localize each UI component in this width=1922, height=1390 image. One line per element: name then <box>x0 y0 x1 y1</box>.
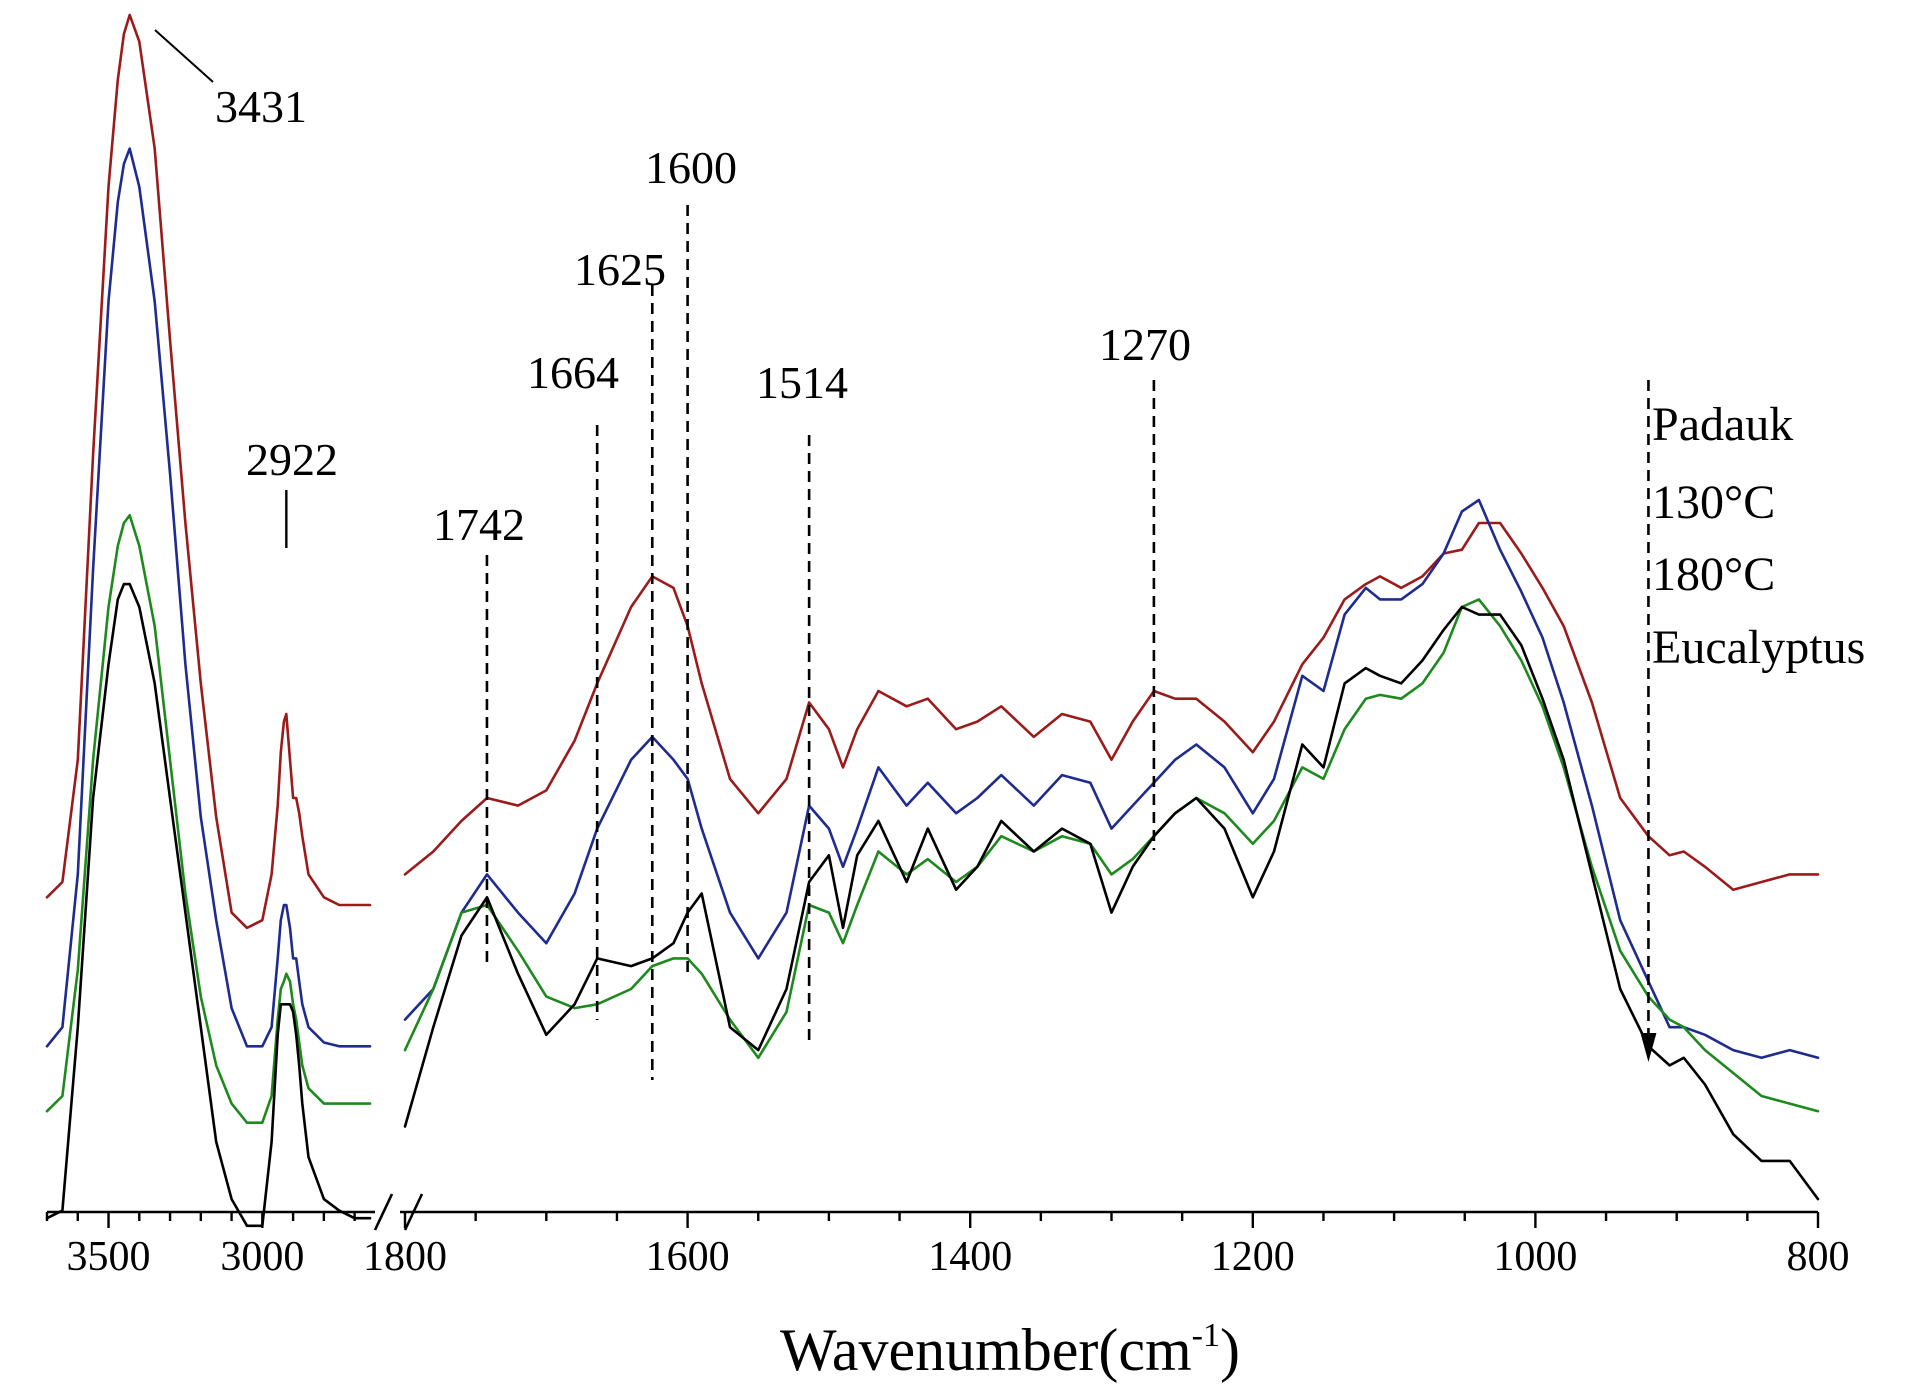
spectrum-line-eucalyptus-right <box>403 605 1820 1201</box>
x-axis-title: Wavenumber(cm-1) <box>780 1317 1240 1383</box>
peak-label-1514: 1514 <box>756 357 848 408</box>
spectrum-line-padauk-left <box>45 13 372 930</box>
x-tick-label-3500: 3500 <box>67 1234 151 1280</box>
peak-markers <box>285 205 1657 1080</box>
legend-label-180c: 180°C <box>1652 548 1775 601</box>
spectrum-line-130c-left <box>45 147 372 1048</box>
x-axis-title-sup: -1 <box>1192 1317 1220 1354</box>
axis-break-mark-1 <box>373 1193 394 1231</box>
x-axis: 3500 3000 1800 1600 1400 1200 1000 800 <box>45 1193 1850 1280</box>
spectrum-line-180c-left <box>45 514 372 1124</box>
order-arrow-head <box>1640 1033 1657 1062</box>
peak-label-1742: 1742 <box>433 499 525 550</box>
legend-label-padauk: Padauk <box>1652 398 1793 451</box>
peak-label-1600: 1600 <box>645 142 737 193</box>
axis-break-mark-2 <box>403 1193 424 1231</box>
peak-label-1664: 1664 <box>527 347 619 398</box>
peak-leader-3431 <box>154 29 214 83</box>
spectrum-line-eucalyptus-left <box>45 582 372 1228</box>
spectrum-curves <box>45 13 1820 1228</box>
x-tick-label-1600: 1600 <box>646 1234 730 1280</box>
legend-label-eucalyptus: Eucalyptus <box>1652 621 1865 674</box>
x-tick-label-800: 800 <box>1787 1234 1850 1280</box>
legend-label-130c: 130°C <box>1652 476 1775 529</box>
spectrum-line-130c-right <box>403 498 1820 1060</box>
x-tick-label-1200: 1200 <box>1211 1234 1295 1280</box>
peak-label-2922: 2922 <box>246 434 338 485</box>
spectrum-line-180c-right <box>403 598 1820 1113</box>
x-axis-title-main: Wavenumber(cm <box>780 1317 1192 1383</box>
spectrum-line-padauk-right <box>403 521 1820 891</box>
peak-label-1270: 1270 <box>1099 319 1191 370</box>
x-tick-label-1400: 1400 <box>928 1234 1012 1280</box>
x-tick-label-3000: 3000 <box>220 1234 304 1280</box>
peak-label-1625: 1625 <box>574 244 666 295</box>
x-tick-label-1800: 1800 <box>363 1234 447 1280</box>
x-axis-title-close: ) <box>1220 1317 1240 1383</box>
peak-label-3431: 3431 <box>215 81 307 132</box>
x-tick-label-1000: 1000 <box>1493 1234 1577 1280</box>
